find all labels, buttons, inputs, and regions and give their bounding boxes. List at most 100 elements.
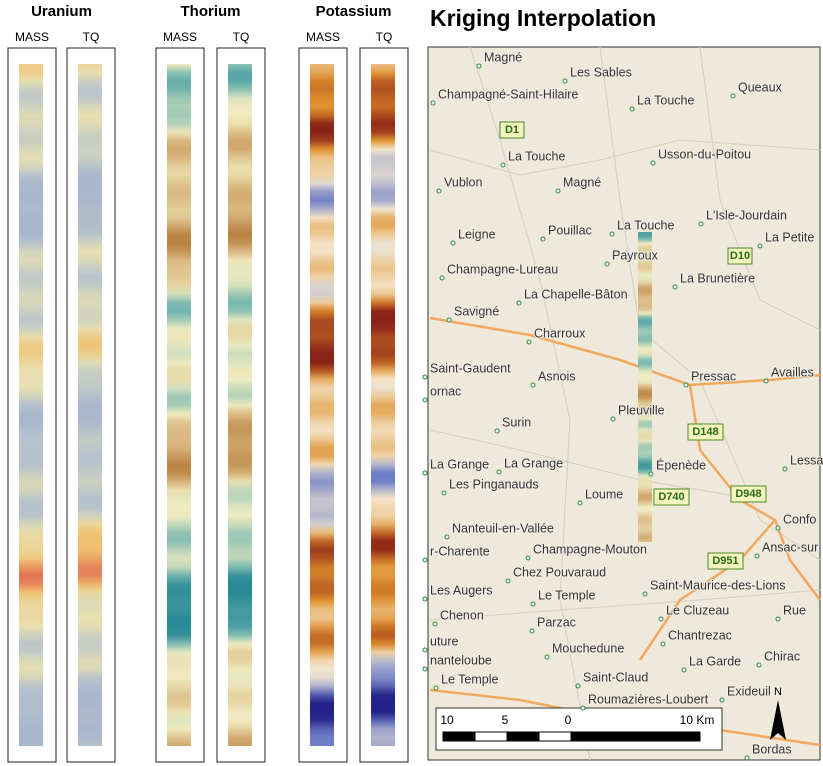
map-roads <box>429 46 821 761</box>
place-dot <box>775 616 781 622</box>
place-label: Bordas <box>752 742 792 756</box>
place-label: r-Charente <box>430 544 490 558</box>
road-shield <box>727 247 753 265</box>
place-dot <box>575 683 581 689</box>
place-dot <box>719 697 725 703</box>
map-frame <box>427 46 821 761</box>
scale-label: 10 Km <box>680 713 715 727</box>
place-dot <box>430 100 436 106</box>
place-label: Pleuville <box>618 403 665 417</box>
column-label: TQ <box>376 30 393 44</box>
place-dot <box>516 300 522 306</box>
map-kriging-strip <box>638 232 652 542</box>
place-label: Queaux <box>738 80 783 94</box>
place-label: Lessa <box>790 453 823 467</box>
place-dot <box>529 628 535 634</box>
place-label: Le Temple <box>538 588 595 602</box>
place-label: Saint-Claud <box>583 670 648 684</box>
place-label: Chirac <box>764 649 800 663</box>
place-dot <box>422 374 428 380</box>
place-dot <box>422 397 428 403</box>
place-dot <box>439 275 445 281</box>
panel-title: Uranium <box>31 3 92 20</box>
place-label: Payroux <box>612 248 659 262</box>
place-label: La Touche <box>508 149 566 163</box>
road-shield <box>687 423 724 441</box>
road-shield <box>730 485 767 503</box>
place-label: Le Cluzeau <box>666 603 729 617</box>
place-label: La Brunetière <box>680 271 755 285</box>
place-dot <box>683 382 689 388</box>
place-label: La Grange <box>430 457 489 471</box>
heatmap-strip <box>78 64 102 746</box>
place-label: Nanteuil-en-Vallée <box>452 521 554 535</box>
place-dot <box>782 466 788 472</box>
place-dot <box>526 339 532 345</box>
place-label: Champagne-Lureau <box>447 262 558 276</box>
place-dot <box>436 188 442 194</box>
place-dot <box>422 647 428 653</box>
map-title: Kriging Interpolation <box>430 5 656 31</box>
place-label: Savigné <box>454 304 499 318</box>
place-dot <box>610 416 616 422</box>
road-shield <box>653 488 690 506</box>
heatmap-strip <box>19 64 43 746</box>
place-dot <box>648 471 654 477</box>
road-label: D10 <box>730 250 750 262</box>
place-dot <box>658 616 664 622</box>
place-dot <box>441 490 447 496</box>
place-dot <box>609 231 615 237</box>
place-label: Chenon <box>440 608 484 622</box>
place-dot <box>422 596 428 602</box>
place-dot <box>433 685 439 691</box>
place-label: Épenède <box>656 457 706 472</box>
place-label: Asnois <box>538 369 576 383</box>
heatmap-strip <box>167 64 191 746</box>
road-label: D740 <box>658 491 684 503</box>
place-label: Availles <box>771 365 814 379</box>
place-dot <box>500 162 506 168</box>
road-shield <box>499 121 525 139</box>
north-arrow <box>770 700 786 740</box>
scale-label: 0 <box>565 713 572 727</box>
place-label: Magné <box>484 50 522 64</box>
place-dot <box>444 534 450 540</box>
place-dot <box>540 236 546 242</box>
place-dot <box>496 469 502 475</box>
heatmap-strip <box>310 64 334 746</box>
road-label: D951 <box>712 555 738 567</box>
place-label: La Touche <box>637 93 695 107</box>
scale-label: 5 <box>502 713 509 727</box>
place-dot <box>757 243 763 249</box>
place-dot <box>422 666 428 672</box>
place-label: Saint-Maurice-des-Lions <box>650 578 785 592</box>
place-dot <box>672 284 678 290</box>
column-label: TQ <box>83 30 100 44</box>
place-dot <box>530 601 536 607</box>
place-dot <box>476 63 482 69</box>
place-dot <box>730 93 736 99</box>
road-label: D948 <box>735 488 761 500</box>
place-label: Exideuil <box>727 684 771 698</box>
place-label: Confo <box>783 512 816 526</box>
place-dot <box>446 317 452 323</box>
column-label: MASS <box>306 30 340 44</box>
place-dot <box>775 525 781 531</box>
place-label: Le Temple <box>441 672 498 686</box>
place-label: Parzac <box>537 615 576 629</box>
north-label: N <box>774 686 782 698</box>
place-label: Champagné-Saint-Hilaire <box>438 87 578 101</box>
place-label: Pouillac <box>548 223 592 237</box>
place-label: Magné <box>563 175 601 189</box>
place-dot <box>681 667 687 673</box>
place-label: Champagne-Mouton <box>533 542 647 556</box>
place-label: La Touche <box>617 218 675 232</box>
scale-bar <box>442 731 701 742</box>
place-label: La Chapelle-Bâton <box>524 287 628 301</box>
place-dot <box>555 188 561 194</box>
road-label: D1 <box>505 124 519 136</box>
place-dot <box>763 378 769 384</box>
place-label: Pressac <box>691 369 736 383</box>
place-dot <box>629 106 635 112</box>
scale-label: 10 <box>440 713 454 727</box>
